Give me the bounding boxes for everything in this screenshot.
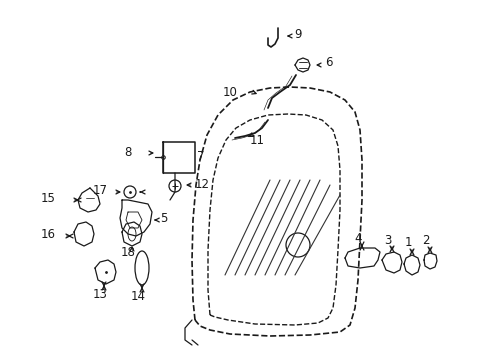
Text: 9: 9	[293, 27, 301, 40]
Text: 6: 6	[325, 57, 332, 69]
Text: 13: 13	[92, 288, 107, 302]
Text: 15: 15	[41, 193, 56, 206]
Text: 16: 16	[41, 229, 56, 242]
Text: 12: 12	[195, 177, 209, 190]
Text: 8: 8	[124, 145, 132, 158]
Text: 1: 1	[404, 237, 411, 249]
Text: 3: 3	[384, 234, 391, 247]
Text: 17: 17	[93, 184, 108, 198]
Text: 7: 7	[197, 150, 204, 163]
Text: 18: 18	[121, 246, 135, 258]
Text: 11: 11	[249, 134, 264, 147]
Text: 2: 2	[421, 234, 429, 248]
Text: 14: 14	[130, 291, 145, 303]
Text: 10: 10	[223, 86, 238, 99]
Text: 4: 4	[353, 231, 361, 244]
Text: 5: 5	[160, 211, 167, 225]
